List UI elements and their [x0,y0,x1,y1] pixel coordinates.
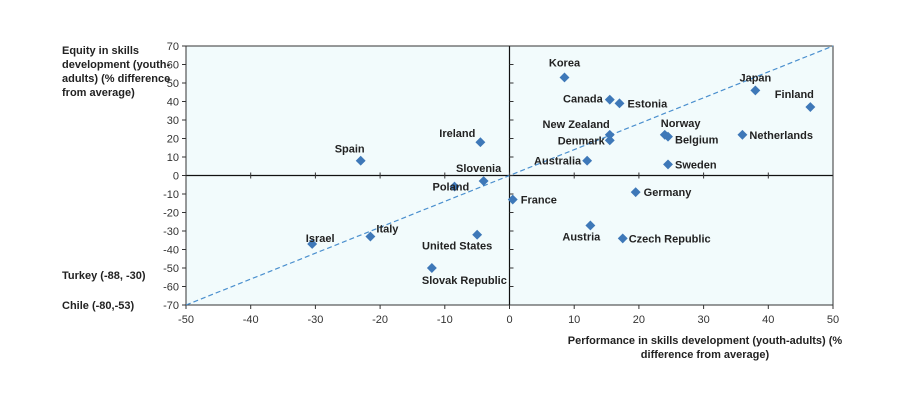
point-japan [750,85,761,96]
point-label-slovenia: Slovenia [456,163,502,175]
point-finland [805,102,816,112]
y-tick-label: -20 [163,208,179,220]
point-label-spain: Spain [335,144,365,156]
point-slovak-republic [426,263,437,273]
point-israel [307,239,318,249]
note-turkey: Turkey (-88, -30) [62,270,146,282]
point-label-italy: Italy [376,224,399,236]
point-label-korea: Korea [549,57,581,69]
point-spain [355,155,366,166]
y-tick-label: -10 [163,189,179,201]
y-tick-label: 0 [173,171,179,183]
point-ireland [475,137,486,148]
x-tick-label: -40 [243,314,259,326]
point-austria [585,220,596,231]
x-tick-label: 20 [633,314,645,326]
point-france [507,194,518,205]
point-poland [449,181,460,192]
point-label-estonia: Estonia [627,98,668,110]
x-tick-label: -20 [372,314,388,326]
point-label-ireland: Ireland [439,128,475,140]
point-germany [630,187,641,198]
y-axis-title: Equity in skills development (youth-adul… [62,45,171,99]
y-tick-label: -60 [163,282,179,294]
point-sweden [663,159,673,170]
point-label-sweden: Sweden [675,159,717,171]
point-label-denmark: Denmark [558,135,606,147]
y-tick-label: 30 [167,115,179,127]
y-tick-label: -40 [163,245,179,257]
point-canada [604,94,615,105]
y-tick-label: 50 [167,78,179,90]
x-tick-label: -30 [307,314,323,326]
y-tick-label: 70 [167,41,179,53]
point-label-japan: Japan [739,72,771,84]
point-belgium [663,131,673,142]
x-tick-label: -10 [437,314,453,326]
point-label-netherlands: Netherlands [749,130,813,142]
y-tick-label: 10 [167,152,179,164]
y-tick-label: 60 [167,60,179,72]
x-tick-label: -50 [178,314,194,326]
point-label-slovak-republic: Slovak Republic [422,275,507,287]
point-label-new-zealand: New Zealand [543,119,610,131]
point-label-belgium: Belgium [675,135,719,147]
point-label-czech-republic: Czech Republic [629,233,711,245]
y-tick-label: 40 [167,97,179,109]
point-united-states [472,229,483,240]
x-tick-label: 50 [827,314,839,326]
y-tick-label: 20 [167,134,179,146]
point-label-australia: Australia [534,156,582,168]
point-korea [559,72,570,83]
point-new-zealand [604,129,615,140]
point-estonia [614,98,625,109]
point-label-united-states: United States [422,241,492,253]
point-label-finland: Finland [775,89,814,101]
point-czech-republic [617,233,628,244]
point-denmark [604,135,615,146]
point-label-germany: Germany [644,187,693,199]
point-australia [582,155,593,166]
y-tick-label: -70 [163,300,179,312]
point-label-poland: Poland [433,182,470,194]
note-chile: Chile (-80,-53) [62,300,135,312]
point-label-austria: Austria [562,231,601,243]
x-tick-label: 0 [506,314,512,326]
point-netherlands [737,129,748,140]
y-tick-label: -50 [163,263,179,275]
x-tick-label: 10 [568,314,580,326]
point-label-israel: Israel [306,233,335,245]
point-italy [365,231,376,242]
x-axis-title: Performance in skills development (youth… [567,335,843,361]
point-slovenia [478,176,489,186]
y-tick-label: -30 [163,226,179,238]
x-tick-label: 30 [697,314,709,326]
point-label-canada: Canada [563,94,604,106]
point-label-norway: Norway [661,118,702,130]
x-tick-label: 40 [762,314,774,326]
point-label-france: France [521,195,557,207]
